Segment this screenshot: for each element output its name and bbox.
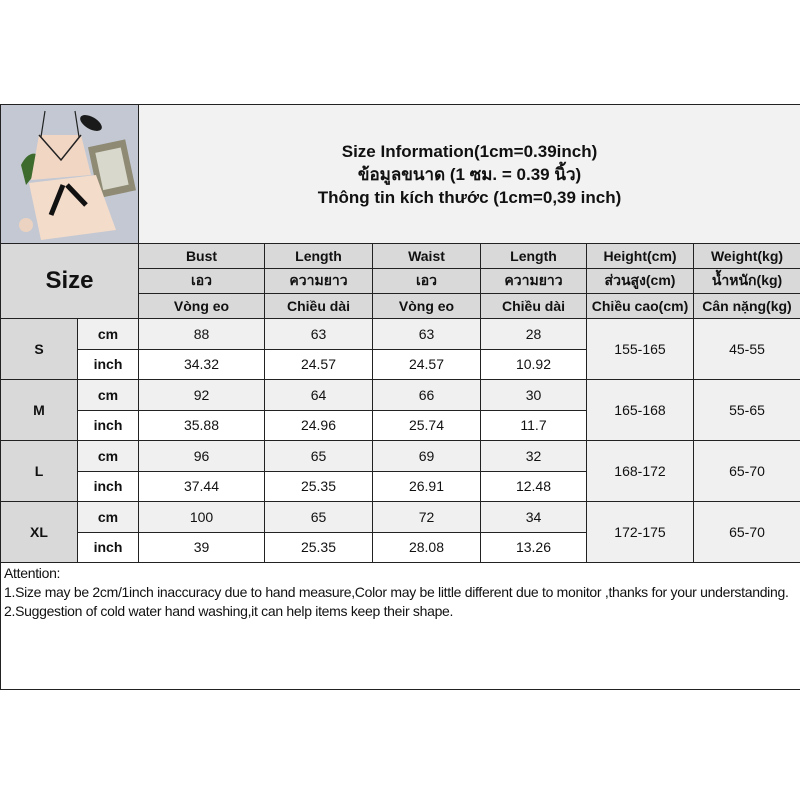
column-header-en: Height(cm) (586, 243, 694, 269)
unit-label: inch (77, 348, 139, 380)
pajama-set-image (1, 105, 138, 243)
title-english: Size Information(1cm=0.39inch) (341, 141, 598, 161)
column-header-vi: Cân nặng(kg) (692, 293, 800, 319)
measurement-cell: 32 (480, 440, 587, 472)
column-header-en: Weight(kg) (692, 243, 800, 269)
attention-note1: 1.Size may be 2cm/1inch inaccuracy due t… (4, 584, 789, 600)
size-chart-table: Size Information(1cm=0.39inch) ข้อมูลขนา… (0, 104, 800, 690)
measurement-cell: 63 (372, 318, 481, 350)
unit-label: cm (77, 318, 139, 350)
table-row: XL cm 100 65 72 34 172-175 65-70 (0, 501, 800, 563)
size-label: M (0, 379, 78, 441)
measurement-cell: 24.57 (264, 348, 373, 380)
size-label: S (0, 318, 78, 380)
measurement-cell: 30 (480, 379, 587, 411)
column-header-th: น้ำหนัก(kg) (692, 268, 800, 294)
height-range: 165-168 (586, 379, 694, 441)
column-header-th: ส่วนสูง(cm) (586, 268, 694, 294)
column-header-th: เอว (138, 268, 265, 294)
measurement-cell: 100 (138, 501, 265, 533)
column-header-en: Waist (372, 243, 481, 269)
measurement-cell: 37.44 (138, 470, 265, 502)
unit-label: cm (77, 440, 139, 472)
measurement-cell: 65 (264, 501, 373, 533)
measurement-cell: 25.35 (264, 470, 373, 502)
column-header-en: Bust (138, 243, 265, 269)
measurement-cell: 35.88 (138, 409, 265, 441)
column-header-th: ความยาว (264, 268, 373, 294)
height-range: 172-175 (586, 501, 694, 563)
table-row: inch 39 25.35 28.08 13.26 (1, 531, 800, 563)
unit-label: inch (77, 470, 139, 502)
column-header-en: Length (480, 243, 587, 269)
column-header-vi: Chiều dài (480, 293, 587, 319)
measurement-cell: 96 (138, 440, 265, 472)
size-label: L (0, 440, 78, 502)
measurement-cell: 26.91 (372, 470, 481, 502)
measurement-cell: 72 (372, 501, 481, 533)
column-header-en: Length (264, 243, 373, 269)
measurement-cell: 34.32 (138, 348, 265, 380)
height-range: 155-165 (586, 318, 694, 380)
unit-label: cm (77, 379, 139, 411)
unit-label: inch (77, 409, 139, 441)
size-column-header: Size (0, 243, 139, 319)
table-row: inch 35.88 24.96 25.74 11.7 (1, 409, 800, 441)
measurement-cell: 13.26 (480, 531, 587, 563)
unit-label: inch (77, 531, 139, 563)
column-header-th: เอว (372, 268, 481, 294)
measurement-cell: 25.74 (372, 409, 481, 441)
column-header-vi: Vòng eo (372, 293, 481, 319)
measurement-cell: 66 (372, 379, 481, 411)
weight-range: 55-65 (692, 379, 800, 441)
weight-range: 65-70 (692, 501, 800, 563)
title-thai: ข้อมูลขนาด (1 ซม. = 0.39 นิ้ว) (357, 164, 582, 184)
title-vietnamese: Thông tin kích thước (1cm=0,39 inch) (317, 187, 622, 207)
column-header-vi: Vòng eo (138, 293, 265, 319)
measurement-cell: 28 (480, 318, 587, 350)
measurement-cell: 88 (138, 318, 265, 350)
table-row: inch 34.32 24.57 24.57 10.92 (1, 348, 800, 380)
attention-heading: Attention: (4, 565, 61, 581)
attention-row: Attention: 1.Size may be 2cm/1inch inaccu… (0, 562, 800, 690)
weight-range: 45-55 (692, 318, 800, 380)
measurement-cell: 69 (372, 440, 481, 472)
measurement-cell: 63 (264, 318, 373, 350)
weight-range: 65-70 (692, 440, 800, 502)
measurement-cell: 39 (138, 531, 265, 563)
measurement-cell: 34 (480, 501, 587, 533)
height-range: 168-172 (586, 440, 694, 502)
unit-label: cm (77, 501, 139, 533)
column-header-th: ความยาว (480, 268, 587, 294)
product-photo (0, 104, 139, 244)
size-info-title: Size Information(1cm=0.39inch) ข้อมูลขนา… (137, 104, 800, 244)
column-header-vi: Chiều cao(cm) (586, 293, 694, 319)
size-label: XL (0, 501, 78, 563)
measurement-cell: 24.96 (264, 409, 373, 441)
measurement-cell: 25.35 (264, 531, 373, 563)
measurement-cell: 64 (264, 379, 373, 411)
attention-notes: Attention: 1.Size may be 2cm/1inch inaccu… (0, 562, 800, 690)
measurement-cell: 28.08 (372, 531, 481, 563)
measurement-cell: 24.57 (372, 348, 481, 380)
measurement-cell: 10.92 (480, 348, 587, 380)
column-header-vi: Chiều dài (264, 293, 373, 319)
measurement-cell: 11.7 (480, 409, 587, 441)
attention-note2: 2.Suggestion of cold water hand washing,… (4, 603, 454, 619)
measurement-cell: 92 (138, 379, 265, 411)
table-row: inch 37.44 25.35 26.91 12.48 (1, 470, 800, 502)
measurement-cell: 65 (264, 440, 373, 472)
measurement-cell: 12.48 (480, 470, 587, 502)
